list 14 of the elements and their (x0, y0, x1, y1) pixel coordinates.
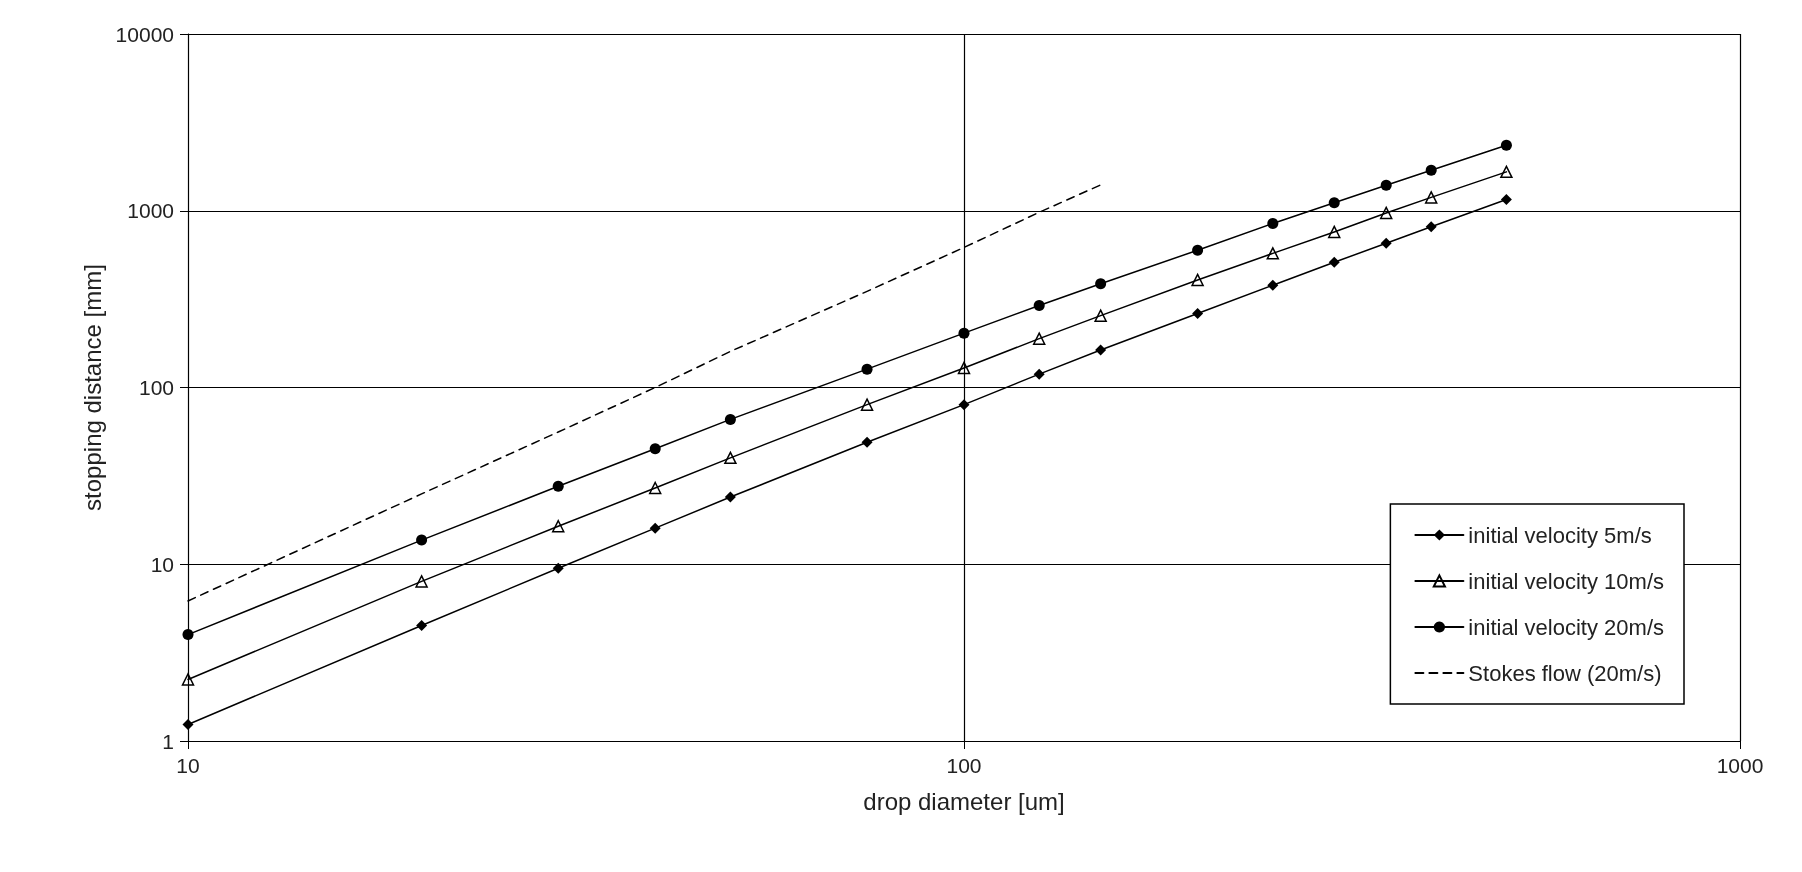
legend-label: Stokes flow (20m/s) (1468, 660, 1662, 686)
x-tick-label: 1000 (1716, 754, 1764, 777)
x-tick-label: 100 (946, 754, 982, 777)
y-tick-label: 1 (162, 729, 174, 753)
legend-label: initial velocity 5m/s (1468, 522, 1652, 548)
y-tick-label: 1000 (127, 199, 174, 223)
y-tick-label: 10 (150, 552, 174, 576)
y-axis-title: stopping distance [mm] (79, 264, 107, 511)
y-tick-label: 100 (138, 376, 174, 399)
legend-label: initial velocity 10m/s (1468, 568, 1665, 594)
legend-label: initial velocity 20m/s (1468, 614, 1665, 640)
x-tick-label: 10 (176, 754, 200, 777)
y-tick-label: 10000 (115, 22, 174, 46)
x-axis-title: drop diameter [um] (863, 787, 1065, 815)
